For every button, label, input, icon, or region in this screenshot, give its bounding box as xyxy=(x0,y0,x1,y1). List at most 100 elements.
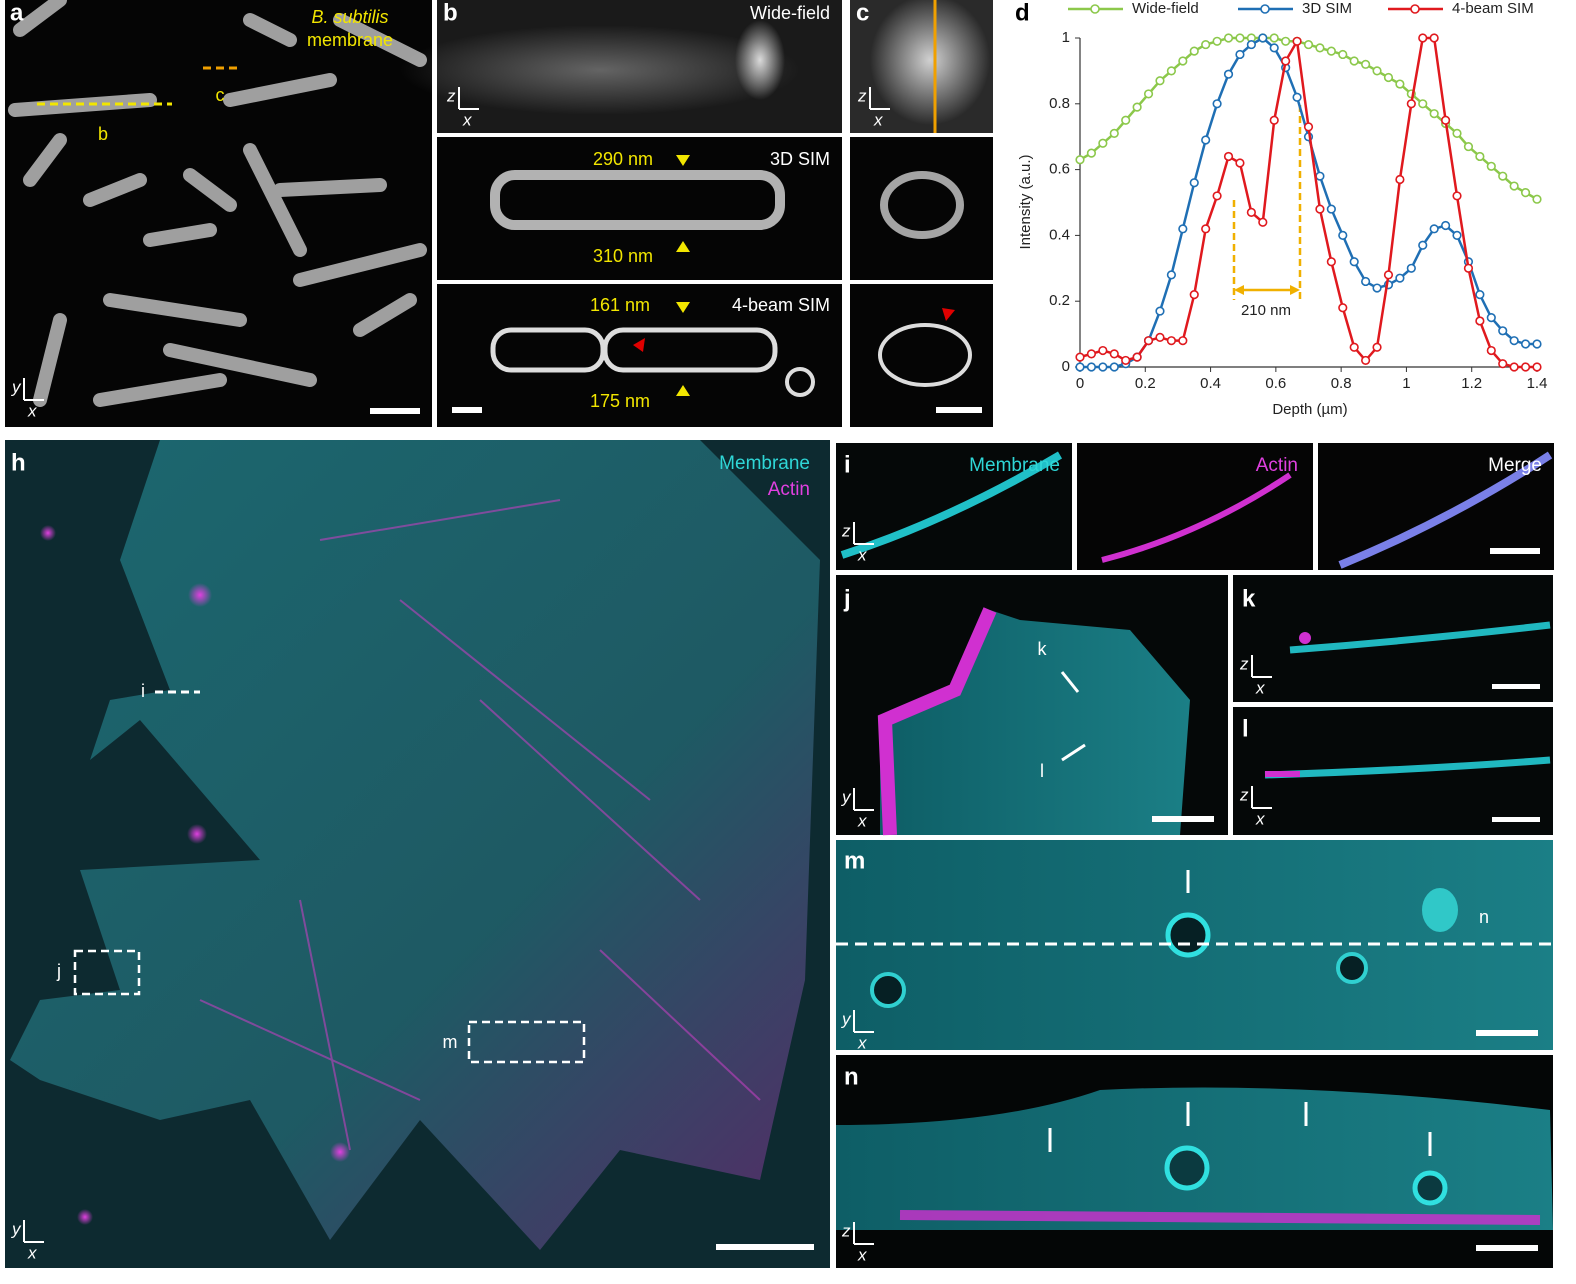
glyph-label: x xyxy=(462,110,472,129)
series-line xyxy=(1079,36,1537,369)
data-point xyxy=(1452,230,1462,240)
data-point xyxy=(1326,46,1336,56)
box-label: i xyxy=(141,681,145,701)
data-point xyxy=(1463,263,1474,273)
annotation: B. subtilis xyxy=(311,7,388,27)
data-point xyxy=(1166,336,1176,346)
y-tick-label: 0.6 xyxy=(1049,161,1070,178)
data-point xyxy=(1086,148,1097,158)
panel-j: j k l xyxy=(836,575,1228,836)
row-title: Wide-field xyxy=(750,3,830,23)
data-point xyxy=(1509,336,1519,346)
glyph-label: z xyxy=(1239,654,1249,673)
panel-d: d Depth (µm) Intensity (a.u.) 210 nm 0 0.… xyxy=(1015,0,1547,418)
x-tick-label: 1.2 xyxy=(1461,375,1482,392)
data-point xyxy=(1395,273,1405,283)
data-point xyxy=(1532,339,1542,349)
data-point xyxy=(1475,316,1485,326)
panel-i: i Membrane Actin Merge xyxy=(836,443,1554,570)
glyph-label: x xyxy=(27,401,37,420)
y-tick-label: 1 xyxy=(1062,29,1070,46)
channel-label: Membrane xyxy=(719,453,810,474)
glyph-label: x xyxy=(857,545,867,564)
measure: 290 nm xyxy=(593,149,653,169)
data-point xyxy=(1269,43,1279,53)
data-point xyxy=(1132,352,1142,362)
data-point xyxy=(1520,188,1531,198)
data-point xyxy=(1178,56,1188,66)
data-point xyxy=(1121,115,1131,125)
x-tick-label: 0.2 xyxy=(1135,375,1156,392)
y-tick-label: 0 xyxy=(1062,358,1070,375)
data-point xyxy=(1498,359,1508,369)
x-tick-label: 0.4 xyxy=(1200,375,1221,392)
y-tick-label: 0.4 xyxy=(1049,226,1070,243)
data-point xyxy=(1155,332,1165,342)
data-point xyxy=(1109,128,1119,139)
legend-marker xyxy=(1410,4,1420,14)
data-point xyxy=(1361,355,1371,366)
panel-h: h Membrane Actin i j m xyxy=(5,440,830,1268)
panel-label: b xyxy=(443,0,458,26)
data-point xyxy=(1121,355,1131,366)
glyph-label: y xyxy=(11,377,22,396)
data-point xyxy=(1292,92,1302,102)
x-tick-label: 1 xyxy=(1402,375,1410,392)
data-point xyxy=(1315,43,1325,53)
data-point xyxy=(1440,220,1451,231)
annotation: membrane xyxy=(307,30,393,50)
data-point xyxy=(1098,138,1108,148)
data-point xyxy=(1292,36,1302,46)
data-point xyxy=(1143,336,1154,346)
data-point xyxy=(1475,290,1485,300)
data-point xyxy=(1075,362,1085,372)
x-tick-label: 0.6 xyxy=(1265,375,1286,392)
data-point xyxy=(1406,99,1416,109)
data-point xyxy=(1406,263,1416,273)
data-point xyxy=(1155,76,1165,86)
glyph-label: z xyxy=(1239,785,1249,804)
data-point xyxy=(1486,345,1496,356)
data-point xyxy=(1246,207,1256,217)
x-tick-label: 1.4 xyxy=(1527,375,1548,392)
series-line xyxy=(1080,36,1537,369)
glyph-label: y xyxy=(841,787,852,806)
data-point xyxy=(1338,230,1348,240)
data-point xyxy=(1189,290,1199,300)
data-point xyxy=(1075,352,1085,362)
panel-label: i xyxy=(844,451,851,478)
panel-l: l xyxy=(1233,707,1553,835)
title: Actin xyxy=(1256,455,1298,476)
panel-label: a xyxy=(10,0,24,26)
glyph-label: x xyxy=(857,811,867,830)
glyph-label: z xyxy=(446,86,456,105)
data-point xyxy=(1326,204,1336,214)
glyph-label: y xyxy=(841,1009,852,1028)
data-point xyxy=(1269,115,1279,125)
glyph-label: x xyxy=(27,1243,37,1262)
data-point xyxy=(1132,102,1142,112)
data-point xyxy=(1520,339,1531,349)
row-title: 4-beam SIM xyxy=(732,295,830,315)
glyph-label: x xyxy=(857,1245,867,1264)
data-point xyxy=(1383,270,1394,280)
x-tick-label: 0.8 xyxy=(1331,375,1352,392)
panel-label: d xyxy=(1015,0,1030,26)
data-point xyxy=(1303,39,1314,50)
data-point xyxy=(1361,59,1371,69)
glyph-label: z xyxy=(841,1221,851,1240)
data-point xyxy=(1372,342,1382,352)
box-label: m xyxy=(443,1032,458,1052)
legend-marker xyxy=(1260,4,1270,14)
data-point xyxy=(1429,109,1439,119)
box-label: j xyxy=(56,961,61,981)
data-point xyxy=(1315,171,1325,181)
panel-label: c xyxy=(856,0,869,26)
data-point xyxy=(1223,69,1234,79)
data-point xyxy=(1303,122,1314,132)
glyph-label: z xyxy=(857,86,867,105)
data-point xyxy=(1075,155,1085,165)
measure: 175 nm xyxy=(590,391,650,411)
